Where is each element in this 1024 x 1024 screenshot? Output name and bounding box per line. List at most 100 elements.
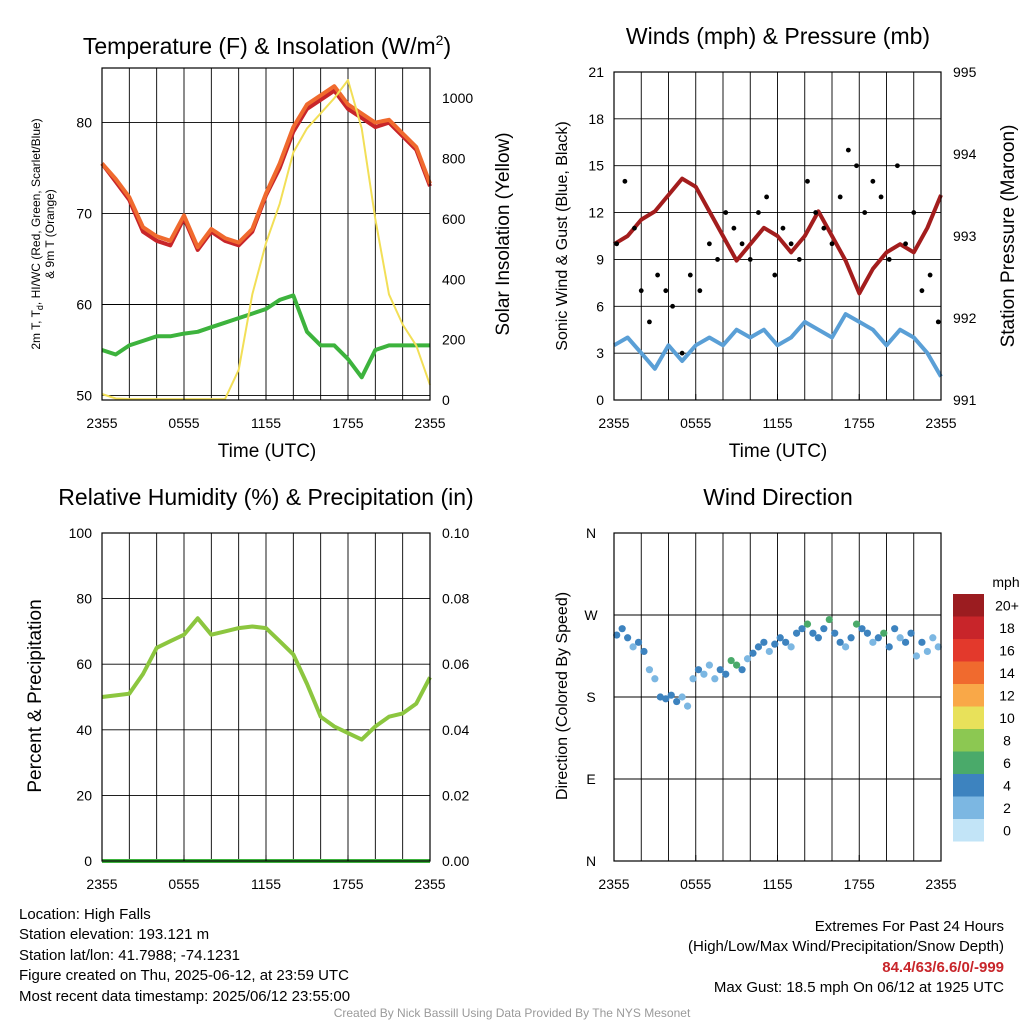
y2-tick-label: 800	[442, 151, 466, 167]
x-tick-label: 2355	[86, 876, 117, 892]
x-tick-label: 1755	[844, 876, 875, 892]
gust-point	[772, 272, 778, 278]
gust-point	[895, 163, 900, 169]
extremes-title: Extremes For Past 24 Hours	[814, 918, 1004, 935]
x-tick-label: 0555	[680, 415, 711, 431]
gust-point	[756, 210, 761, 215]
wind-direction-point	[852, 620, 861, 628]
wind-direction-point	[782, 638, 790, 646]
x-tick-label: 2355	[414, 876, 445, 892]
gust-point	[813, 210, 819, 215]
wind-direction-point	[678, 693, 686, 701]
y-tick-label: 15	[588, 158, 604, 174]
wind-direction-point	[874, 634, 882, 642]
humidity-y-axis-label: Percent & Precipitation	[25, 599, 46, 792]
wind-direction-point	[885, 643, 893, 651]
wind-direction-point	[863, 629, 872, 637]
gust-point	[622, 178, 628, 184]
wind-direction-point	[733, 661, 741, 669]
y-tick-label: 12	[588, 205, 604, 221]
winds-x-axis-label: Time (UTC)	[729, 441, 828, 462]
x-tick-label: 1155	[762, 415, 792, 431]
wind-direction-point	[629, 643, 637, 651]
wind-direction-point	[787, 643, 795, 651]
wind-direction-point	[831, 629, 839, 637]
colorbar-swatch	[953, 706, 984, 729]
gust-point	[632, 225, 637, 231]
wind-direction-point	[683, 702, 692, 710]
x-tick-label: 0555	[168, 876, 199, 892]
wind-direction-point	[858, 625, 866, 633]
winds-panel: Winds (mph) & Pressure (mb) 2355 0555 1155…	[554, 23, 1019, 462]
wind-direction-point	[760, 638, 768, 646]
wind-direction-point	[711, 675, 719, 683]
x-tick-label: 1155	[762, 876, 792, 892]
y-tick-label: N	[586, 853, 596, 869]
station-info: Location: High Falls Station elevation: …	[19, 905, 350, 1007]
gust-point	[886, 257, 892, 262]
x-tick-label: 2355	[598, 876, 629, 892]
series-line	[101, 293, 430, 380]
pressure-y-axis-label: Station Pressure (Maroon)	[998, 125, 1019, 348]
series-line	[100, 84, 432, 250]
gust-point	[731, 225, 737, 231]
gust-point	[788, 241, 794, 247]
y-tick-label: 50	[76, 387, 92, 403]
x-tick-label: 1155	[251, 876, 281, 892]
y-tick-label: N	[586, 525, 596, 541]
wind-direction-point	[792, 629, 801, 637]
colorbar-swatch	[953, 639, 984, 662]
x-tick-label: 2355	[598, 415, 629, 431]
wind-direction-point	[640, 647, 648, 656]
colorbar-label: 0	[1003, 822, 1011, 838]
wind-direction-point	[771, 640, 779, 648]
wind-direction-point	[656, 693, 664, 701]
x-tick-label: 0555	[680, 876, 711, 892]
y-tick-label: 0	[596, 392, 604, 408]
wind-y-axis-label: Sonic Wind & Gust (Blue, Black)	[554, 121, 571, 350]
max-gust: Max Gust: 18.5 mph On 06/12 at 1925 UTC	[713, 979, 1004, 997]
wind-direction-point	[923, 647, 931, 656]
gust-point	[927, 272, 933, 278]
y2-tick-label: 0.04	[442, 722, 469, 738]
wind-direction-point	[749, 649, 757, 657]
gust-point	[706, 241, 712, 247]
colorbar: 20+ 18 16 14 12 10 8 6 4 2 0	[953, 594, 1019, 842]
y-tick-label: 60	[76, 296, 92, 312]
gust-point	[878, 194, 884, 200]
y-tick-label: 40	[76, 722, 92, 738]
colorbar-label: 6	[1003, 755, 1011, 771]
figure-created: Figure created on Thu, 2025-06-12, at 23…	[19, 967, 349, 985]
gust-point	[854, 163, 859, 169]
y-tick-label: 0	[84, 853, 92, 869]
y2-tick-label: 400	[442, 271, 466, 287]
x-tick-label: 2355	[86, 415, 117, 431]
wind-direction-point	[694, 666, 703, 674]
y2-tick-label: 600	[442, 211, 466, 227]
series-line	[101, 616, 432, 742]
temperature-y-axis-label-line2: & 9m T (Orange)	[43, 189, 57, 279]
colorbar-label: 10	[999, 710, 1015, 726]
most-recent-timestamp: Most recent data timestamp: 2025/06/12 2…	[19, 987, 351, 1005]
y2-tick-label: 0	[442, 392, 450, 408]
x-tick-label: 1155	[251, 415, 281, 431]
gust-point	[919, 288, 925, 294]
winds-plot-area: 2355 0555 1155 1755 2355 0 3 6 9 12 15 18 21 991 992 99…	[588, 64, 976, 431]
y2-tick-label: 991	[953, 392, 977, 408]
temperature-title: Temperature (F) & Insolation (W/m2)	[83, 32, 451, 59]
y2-tick-label: 992	[953, 310, 977, 326]
colorbar-label: 2	[1003, 800, 1011, 816]
wind-direction-point	[912, 652, 921, 660]
gust-point	[796, 257, 802, 262]
temperature-panel: Temperature (F) & Insolation (W/m2) 2355…	[29, 32, 514, 462]
wind-direction-point	[667, 691, 675, 699]
y2-tick-label: 0.02	[442, 787, 469, 803]
y-tick-label: 21	[588, 64, 604, 80]
wind-direction-point	[743, 655, 752, 663]
wind-direction-point	[618, 625, 626, 633]
colorbar-swatch	[953, 819, 984, 842]
wind-direction-point	[901, 638, 910, 646]
wind-direction-point	[727, 656, 735, 665]
wind-direction-point	[880, 629, 888, 637]
